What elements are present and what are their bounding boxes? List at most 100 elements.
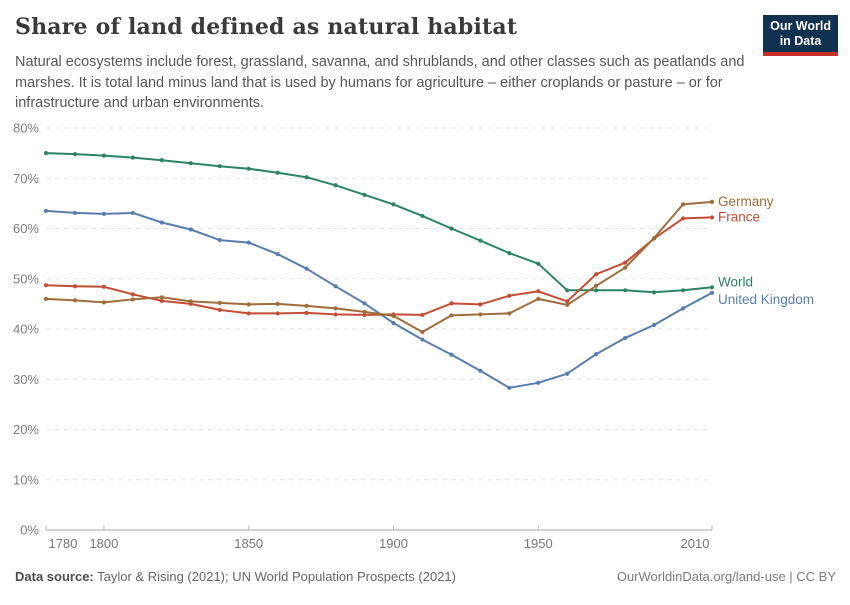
data-point	[362, 192, 367, 197]
data-point	[709, 215, 715, 220]
series-label-united-kingdom[interactable]: United Kingdom	[718, 292, 814, 307]
x-axis-tick-label: 1950	[524, 536, 553, 551]
series-line-france	[45, 216, 713, 316]
chart-subtitle: Natural ecosystems include forest, grass…	[15, 54, 745, 112]
data-point	[159, 298, 164, 303]
data-point	[246, 302, 251, 307]
data-point	[362, 309, 367, 315]
data-point	[623, 265, 628, 270]
data-point	[420, 329, 425, 335]
data-point	[651, 290, 657, 295]
data-point	[43, 283, 49, 288]
owid-logo-line2: in Data	[779, 33, 822, 48]
y-axis-tick-label: 40%	[13, 322, 39, 337]
data-point	[420, 337, 425, 342]
data-point	[275, 252, 280, 257]
data-point	[709, 290, 715, 295]
x-axis-tick-label: 1850	[234, 536, 263, 551]
series-label-france[interactable]: France	[718, 209, 760, 224]
data-point	[420, 312, 425, 318]
data-point	[159, 158, 164, 163]
data-point	[101, 153, 107, 158]
data-point	[43, 151, 49, 156]
x-axis-tick-label: 1900	[379, 536, 408, 551]
data-source-label: Data source:	[15, 569, 94, 584]
data-point	[217, 164, 222, 169]
data-point	[43, 208, 49, 214]
data-point	[536, 261, 541, 266]
data-point	[333, 312, 338, 317]
y-axis-tick-label: 30%	[13, 372, 39, 387]
series-line-world	[45, 152, 713, 294]
data-point	[478, 302, 483, 307]
data-point	[43, 296, 49, 301]
data-point	[536, 296, 541, 301]
data-point	[391, 202, 396, 207]
owid-logo[interactable]: Our World in Data	[763, 15, 838, 56]
y-axis-tick-label: 0%	[20, 523, 39, 538]
data-point	[130, 292, 135, 297]
data-point	[449, 352, 454, 357]
data-point	[420, 213, 425, 219]
series-label-germany[interactable]: Germany	[718, 194, 774, 209]
data-point	[478, 368, 483, 373]
data-point	[246, 311, 251, 316]
data-point	[680, 288, 686, 293]
data-point	[507, 311, 512, 316]
data-point	[304, 310, 309, 316]
series-label-world[interactable]: World	[718, 274, 753, 289]
data-point	[449, 313, 454, 318]
x-axis-tick-label: 1800	[89, 536, 118, 551]
data-point	[217, 307, 222, 313]
data-point	[623, 288, 628, 293]
y-axis-tick-label: 50%	[13, 271, 39, 286]
data-point	[391, 320, 396, 326]
y-axis-tick-label: 80%	[13, 121, 39, 136]
data-point	[536, 380, 541, 385]
x-axis-tick-label: 1780	[49, 536, 78, 551]
data-point	[72, 284, 78, 289]
data-source-note: Data source: Taylor & Rising (2021); UN …	[15, 569, 456, 584]
data-point	[72, 152, 78, 157]
data-point	[594, 352, 599, 357]
data-point	[333, 306, 338, 311]
data-point	[188, 227, 193, 232]
data-point	[391, 313, 396, 319]
data-source-text: Taylor & Rising (2021); UN World Populat…	[93, 569, 456, 584]
data-point	[651, 235, 657, 241]
y-axis-tick-label: 20%	[13, 422, 39, 437]
data-point	[304, 303, 309, 308]
data-point	[130, 210, 135, 216]
data-point	[709, 199, 715, 204]
data-point	[275, 311, 280, 316]
data-point	[246, 166, 251, 171]
data-point	[304, 266, 309, 271]
data-point	[101, 284, 107, 289]
data-point	[130, 297, 135, 302]
data-point	[478, 238, 483, 243]
page-title: Share of land defined as natural habitat	[15, 14, 518, 40]
data-point	[565, 302, 570, 307]
data-point	[565, 371, 570, 376]
data-point	[101, 300, 107, 305]
data-point	[333, 183, 338, 188]
y-axis-tick-label: 10%	[13, 472, 39, 487]
data-point	[623, 335, 628, 341]
data-point	[680, 306, 686, 311]
data-point	[594, 288, 599, 293]
data-point	[101, 211, 107, 217]
data-point	[159, 295, 164, 300]
data-point	[246, 240, 251, 245]
data-point	[275, 170, 280, 175]
data-point	[709, 285, 715, 290]
owid-link[interactable]: OurWorldinData.org/land-use | CC BY	[616, 569, 836, 584]
data-point	[449, 301, 454, 306]
data-point	[362, 301, 367, 306]
owid-logo-line1: Our World	[770, 19, 831, 33]
y-axis-tick-label: 70%	[13, 171, 39, 186]
data-point	[159, 220, 164, 225]
data-point	[536, 289, 541, 294]
data-point	[623, 260, 628, 265]
